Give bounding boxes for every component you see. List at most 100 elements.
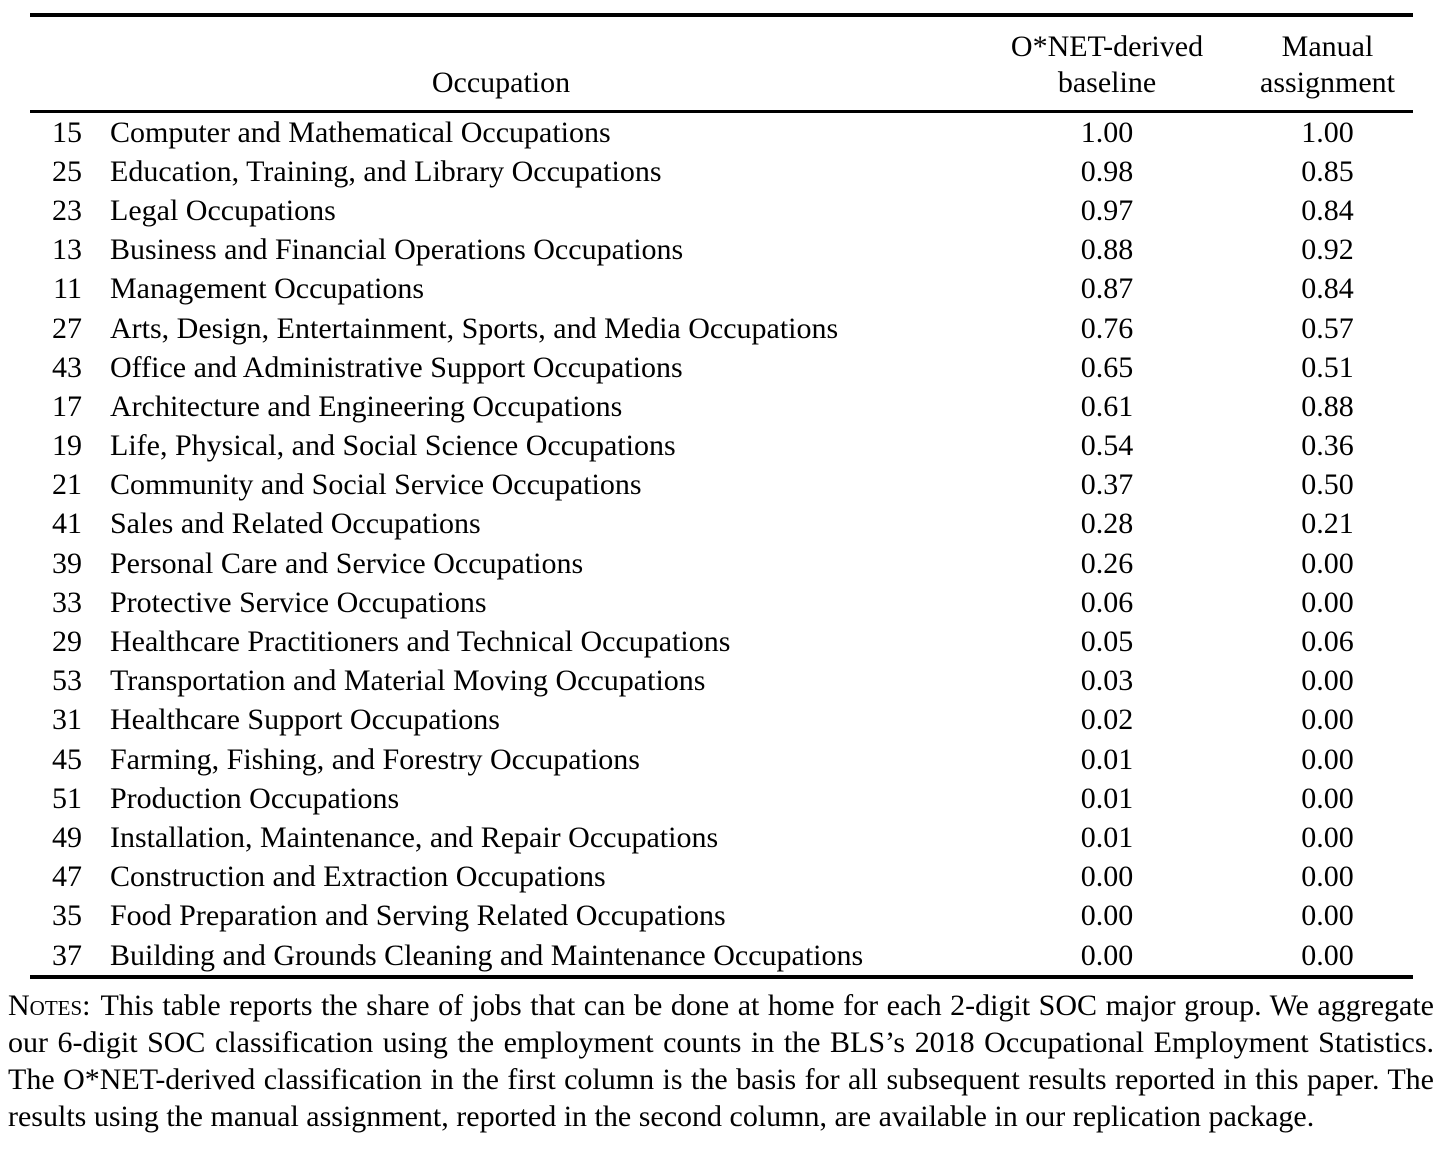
occupation-name: Food Preparation and Serving Related Occ… (110, 899, 726, 933)
occupation-name: Life, Physical, and Social Science Occup… (110, 429, 676, 463)
table-row: 29 Healthcare Practitioners and Technica… (30, 622, 1413, 661)
occupation-name: Education, Training, and Library Occupat… (110, 154, 662, 188)
soc-code: 43 (52, 350, 82, 384)
soc-code: 47 (52, 860, 82, 894)
onet-baseline-value: 0.97 (1080, 193, 1134, 227)
onet-baseline-value: 0.87 (1080, 272, 1134, 306)
table-row: 45 Farming, Fishing, and Forestry Occupa… (30, 740, 1413, 779)
table-row: 51 Production Occupations 0.01 0.00 (30, 779, 1413, 818)
table-row: 19 Life, Physical, and Social Science Oc… (30, 427, 1413, 466)
soc-code: 13 (52, 233, 82, 267)
manual-assignment-value: 0.57 (1301, 311, 1354, 345)
occupation-name: Architecture and Engineering Occupations (110, 389, 623, 423)
occupation-name: Farming, Fishing, and Forestry Occupatio… (110, 742, 640, 776)
manual-assignment-value: 0.00 (1301, 820, 1354, 854)
manual-assignment-value: 1.00 (1301, 115, 1354, 149)
occupation-name: Healthcare Support Occupations (110, 703, 500, 737)
occupation-name: Office and Administrative Support Occupa… (110, 350, 683, 384)
soc-code: 35 (52, 899, 82, 933)
manual-assignment-value: 0.00 (1301, 899, 1354, 933)
table-row: 13 Business and Financial Operations Occ… (30, 231, 1413, 270)
occupation-name: Healthcare Practitioners and Technical O… (110, 625, 731, 659)
onet-baseline-value: 0.06 (1080, 585, 1134, 619)
table-row: 25 Education, Training, and Library Occu… (30, 152, 1413, 191)
occupation-name: Computer and Mathematical Occupations (110, 115, 611, 149)
soc-code: 53 (52, 664, 82, 698)
onet-baseline-value: 0.00 (1080, 899, 1134, 933)
soc-code: 19 (52, 429, 82, 463)
table-row: 43 Office and Administrative Support Occ… (30, 348, 1413, 387)
header-row: Occupation O*NET-derived baseline Manual… (30, 15, 1413, 112)
manual-assignment-value: 0.84 (1301, 272, 1354, 306)
manual-assignment-value: 0.06 (1301, 625, 1354, 659)
onet-baseline-value: 0.88 (1080, 233, 1134, 267)
table-row: 39 Personal Care and Service Occupations… (30, 544, 1413, 583)
table-row: 41 Sales and Related Occupations 0.28 0.… (30, 505, 1413, 544)
manual-assignment-value: 0.00 (1301, 703, 1354, 737)
onet-baseline-value: 0.00 (1080, 938, 1134, 972)
table-row: 23 Legal Occupations 0.97 0.84 (30, 191, 1413, 230)
manual-assignment-value: 0.00 (1301, 585, 1354, 619)
occupation-name: Sales and Related Occupations (110, 507, 481, 541)
soc-code: 37 (52, 938, 82, 972)
onet-baseline-value: 0.37 (1080, 468, 1134, 502)
occupation-name: Installation, Maintenance, and Repair Oc… (110, 820, 719, 854)
soc-code: 45 (52, 742, 82, 776)
onet-baseline-value: 0.65 (1080, 350, 1134, 384)
table-row: 47 Construction and Extraction Occupatio… (30, 858, 1413, 897)
manual-assignment-value: 0.00 (1301, 546, 1354, 580)
table-header: Occupation O*NET-derived baseline Manual… (30, 15, 1413, 112)
manual-header-line2: assignment (1260, 66, 1395, 99)
table-row: 27 Arts, Design, Entertainment, Sports, … (30, 309, 1413, 348)
table-row: 21 Community and Social Service Occupati… (30, 466, 1413, 505)
onet-baseline-value: 0.02 (1080, 703, 1134, 737)
soc-code: 33 (52, 585, 82, 619)
manual-assignment-value: 0.51 (1301, 350, 1354, 384)
soc-code: 27 (52, 311, 82, 345)
occupation-name: Construction and Extraction Occupations (110, 860, 606, 894)
onet-baseline-value: 0.26 (1080, 546, 1134, 580)
occupation-share-table: Occupation O*NET-derived baseline Manual… (30, 13, 1413, 979)
soc-code: 15 (52, 115, 82, 149)
onet-header-line1: O*NET-derived (1010, 30, 1204, 63)
onet-baseline-value: 0.00 (1080, 860, 1134, 894)
manual-assignment-value: 0.50 (1301, 468, 1354, 502)
table-row: 11 Management Occupations 0.87 0.84 (30, 270, 1413, 309)
manual-assignment-value: 0.00 (1301, 938, 1354, 972)
manual-assignment-value: 0.00 (1301, 742, 1354, 776)
manual-assignment-value: 0.85 (1301, 154, 1354, 188)
paper-table-page: Occupation O*NET-derived baseline Manual… (0, 13, 1440, 1161)
occupation-name: Management Occupations (110, 272, 425, 306)
table-row: 33 Protective Service Occupations 0.06 0… (30, 583, 1413, 622)
onet-baseline-value: 0.01 (1080, 820, 1134, 854)
manual-assignment-value: 0.00 (1301, 664, 1354, 698)
soc-code: 39 (52, 546, 82, 580)
onet-baseline-value: 0.61 (1080, 389, 1134, 423)
onet-baseline-value: 0.01 (1080, 742, 1134, 776)
notes-text: This table reports the share of jobs tha… (8, 989, 1434, 1134)
table-row: 37 Building and Grounds Cleaning and Mai… (30, 936, 1413, 977)
soc-code: 25 (52, 154, 82, 188)
occupation-name: Production Occupations (110, 781, 400, 815)
manual-assignment-value: 0.00 (1301, 860, 1354, 894)
onet-baseline-value: 0.03 (1080, 664, 1134, 698)
manual-assignment-value: 0.88 (1301, 389, 1354, 423)
manual-header-line1: Manual (1281, 30, 1374, 63)
onet-baseline-value: 0.28 (1080, 507, 1134, 541)
table-notes: Notes: This table reports the share of jo… (8, 987, 1434, 1135)
onet-baseline-value: 0.76 (1080, 311, 1134, 345)
manual-assignment-value: 0.92 (1301, 233, 1354, 267)
table-body: 15 Computer and Mathematical Occupations… (30, 112, 1413, 978)
table-row: 53 Transportation and Material Moving Oc… (30, 662, 1413, 701)
manual-assignment-value: 0.36 (1301, 429, 1354, 463)
onet-baseline-value: 1.00 (1080, 115, 1134, 149)
onet-baseline-value: 0.54 (1080, 429, 1134, 463)
soc-code: 21 (52, 468, 82, 502)
occupation-name: Business and Financial Operations Occupa… (110, 233, 684, 267)
soc-code: 49 (52, 820, 82, 854)
onet-baseline-value: 0.98 (1080, 154, 1134, 188)
soc-code: 11 (53, 272, 82, 306)
table-row: 31 Healthcare Support Occupations 0.02 0… (30, 701, 1413, 740)
table-row: 35 Food Preparation and Serving Related … (30, 897, 1413, 936)
column-header-occupation: Occupation (431, 66, 571, 99)
